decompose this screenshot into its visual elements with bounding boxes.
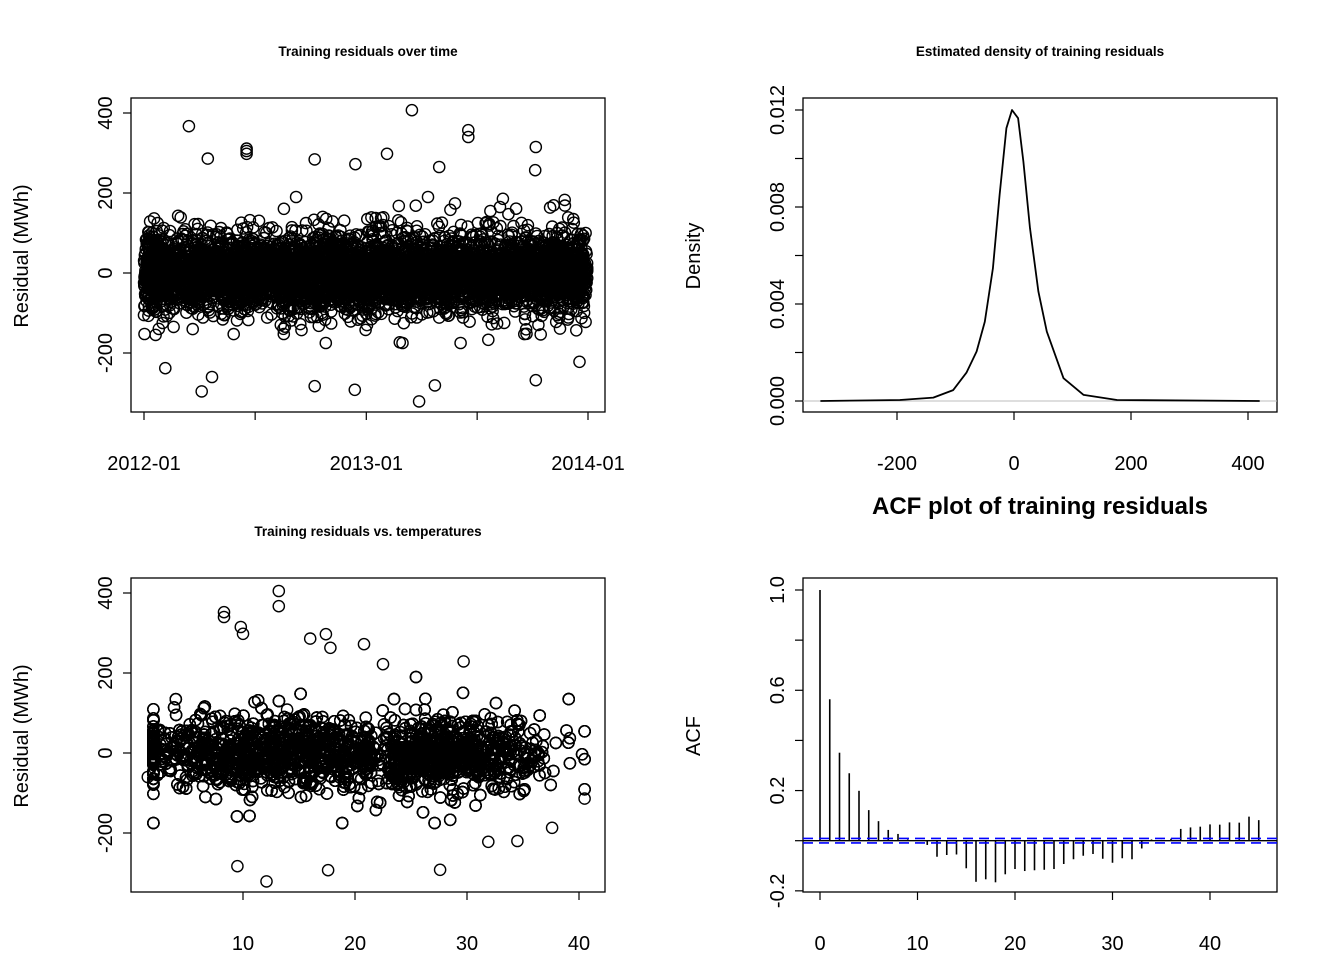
cloud-point: [509, 202, 523, 215]
cloud-point: [463, 315, 476, 329]
panel4-ylabel: ACF: [683, 716, 705, 756]
cloud-point: [186, 322, 199, 336]
cloud-point: [376, 218, 390, 232]
cloud-point: [391, 213, 405, 227]
cloud-point: [277, 202, 291, 216]
cloud-point: [277, 327, 291, 341]
cloud-point: [163, 224, 177, 238]
panel3-ylabel: Residual (MWh): [11, 664, 33, 807]
cloud-point: [481, 333, 495, 347]
cloud-point: [227, 327, 240, 341]
cloud-point: [553, 322, 567, 335]
cloud-point: [171, 209, 185, 223]
panel2-ylabel: Density: [683, 223, 705, 290]
cloud-point: [307, 213, 321, 227]
cloud-point: [319, 336, 333, 350]
cloud-point: [243, 213, 257, 227]
cloud-point: [518, 313, 532, 326]
cloud-point: [326, 215, 339, 228]
cloud-point: [497, 316, 511, 330]
cloud-point: [392, 199, 406, 213]
panel1-ylabel: Residual (MWh): [11, 184, 33, 327]
cloud-point: [543, 201, 557, 214]
panel3-title: Training residuals vs. temperatures: [254, 524, 481, 539]
cloud-point: [456, 305, 470, 319]
panel1-title: Training residuals over time: [278, 44, 458, 59]
panel2-title: Estimated density of training residuals: [916, 44, 1164, 59]
cloud-point: [397, 316, 411, 330]
cloud-point: [454, 336, 467, 350]
cloud-point: [359, 323, 372, 337]
cloud-point: [167, 320, 180, 334]
cloud-point: [409, 199, 423, 212]
cloud-point: [570, 323, 583, 337]
panel4-title: ACF plot of training residuals: [872, 493, 1208, 520]
plot-frame: [130, 97, 606, 413]
